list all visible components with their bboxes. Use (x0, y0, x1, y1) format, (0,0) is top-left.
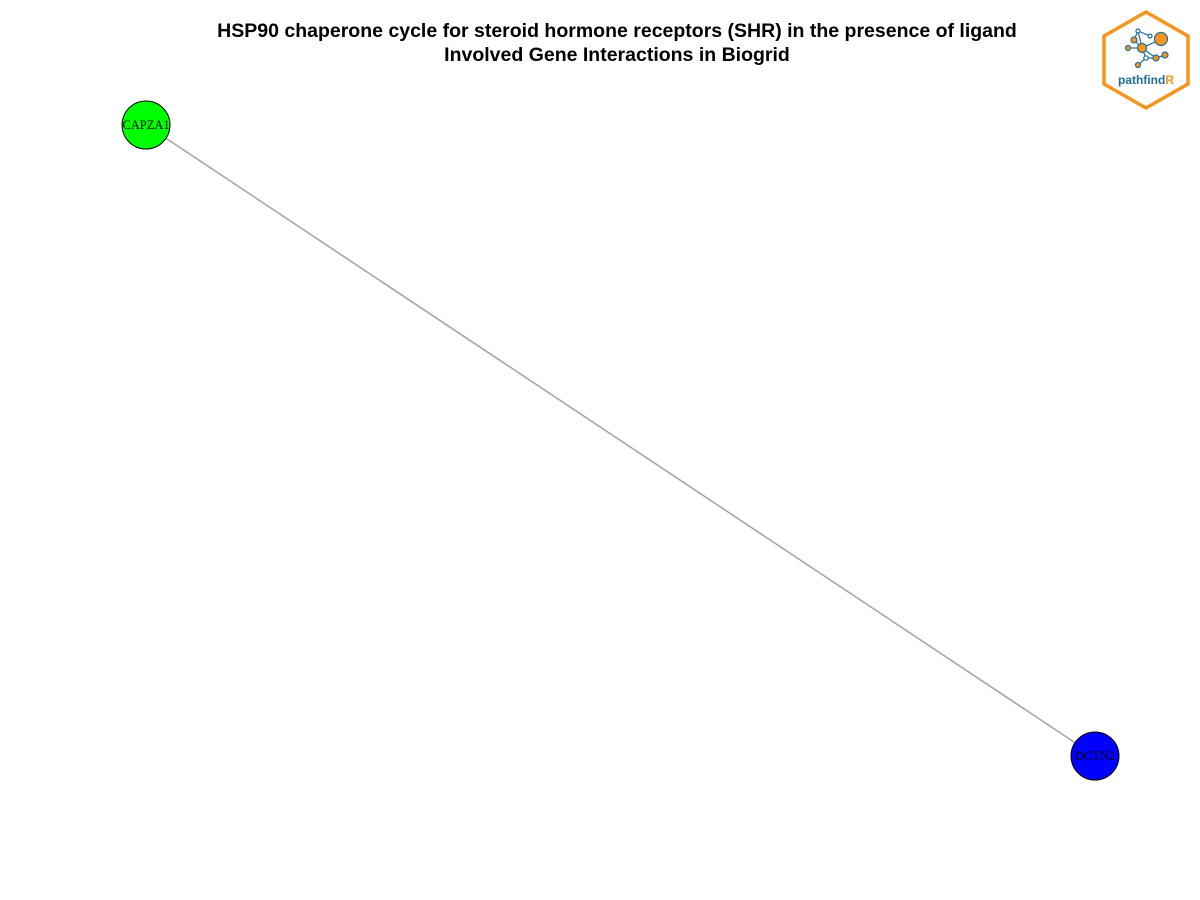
node-circle (1070, 731, 1120, 781)
node-label: CAPZA1 (122, 118, 169, 132)
logo-wordmark: pathfindR (1118, 73, 1174, 87)
logo-text-accent: R (1165, 73, 1174, 87)
node-label: DCTN2 (1075, 749, 1115, 763)
logo-text-main: pathfind (1118, 73, 1165, 87)
node-circle (121, 100, 171, 150)
logo-network-icon (1124, 28, 1169, 69)
pathfindr-logo: pathfindR (1102, 9, 1190, 111)
figure-title: HSP90 chaperone cycle for steroid hormon… (0, 19, 1200, 67)
node-dctn2: DCTN2 (1070, 731, 1120, 781)
title-line-2: Involved Gene Interactions in Biogrid (444, 44, 790, 66)
edge-layer (145, 124, 1096, 757)
node-capza1: CAPZA1 (121, 100, 171, 150)
edge-capza1-dctn2 (145, 124, 1096, 757)
title-line-1: HSP90 chaperone cycle for steroid hormon… (217, 20, 1017, 42)
node-layer: CAPZA1 DCTN2 (121, 100, 1120, 781)
